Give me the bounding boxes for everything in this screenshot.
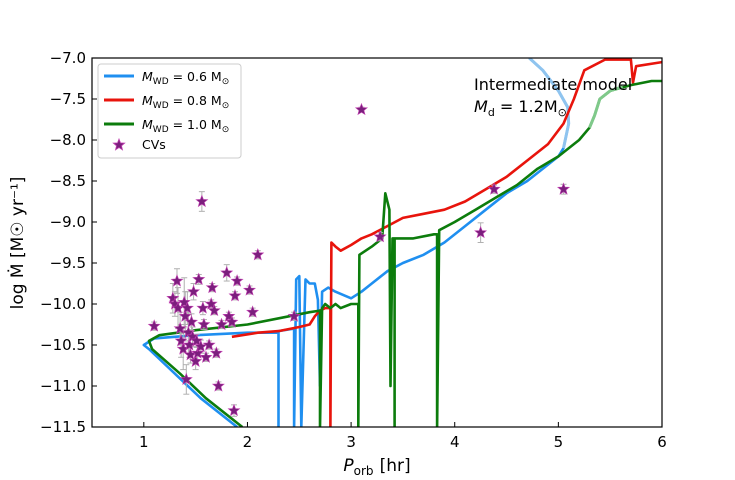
legend-label-wd10: MWD = 1.0 M⊙ bbox=[142, 117, 229, 135]
legend-item-wd10: MWD = 1.0 M⊙ bbox=[104, 117, 229, 135]
cv-point bbox=[228, 288, 242, 302]
legend-star-icon bbox=[112, 137, 126, 151]
y-axis-label: log Ṁ [M☉ yr⁻¹] bbox=[7, 177, 28, 310]
legend-item-wd08: MWD = 0.8 M⊙ bbox=[104, 93, 229, 111]
cv-point bbox=[373, 229, 387, 243]
cv-point bbox=[230, 274, 244, 287]
y-tick-label: −8.0 bbox=[50, 131, 86, 149]
annotation-sun-symbol: ⊙ bbox=[558, 106, 567, 119]
legend-box bbox=[97, 63, 242, 159]
y-tick-label: −9.0 bbox=[50, 213, 86, 231]
cv-point bbox=[196, 301, 210, 314]
x-tick-label: 3 bbox=[346, 433, 356, 451]
cv-point bbox=[204, 297, 218, 310]
cv-point bbox=[209, 346, 223, 359]
x-tick-label: 4 bbox=[450, 433, 460, 451]
cv-point bbox=[173, 321, 187, 335]
cv-point bbox=[354, 102, 368, 116]
x-axis-label: Porb [hr] bbox=[343, 456, 410, 478]
cv-point bbox=[170, 274, 184, 287]
series-line-wd06 bbox=[142, 58, 571, 427]
annotation-line2: Md = 1.2M⊙ bbox=[474, 97, 567, 119]
cv-point bbox=[180, 301, 194, 314]
cv-point bbox=[189, 354, 203, 367]
x-axis-label-unit: [hr] bbox=[380, 456, 411, 476]
y-tick-label: −9.5 bbox=[50, 254, 86, 272]
cv-point bbox=[211, 379, 225, 392]
legend-item-cvs: CVs bbox=[112, 137, 166, 152]
plot-frame bbox=[91, 57, 663, 428]
cv-point bbox=[191, 346, 205, 359]
x-axis-label-main: P bbox=[343, 456, 354, 476]
cv-point bbox=[243, 283, 256, 296]
y-tick-label: −10.5 bbox=[40, 336, 86, 354]
series-line-wd08 bbox=[231, 58, 662, 427]
cv-point bbox=[487, 182, 501, 195]
annotation-line1: Intermediate model bbox=[474, 75, 632, 94]
cv-point bbox=[222, 309, 236, 322]
cv-point bbox=[202, 338, 216, 351]
x-tick-label: 1 bbox=[139, 433, 149, 451]
x-tick-label: 2 bbox=[243, 433, 253, 451]
cv-point bbox=[246, 305, 260, 318]
cv-point bbox=[557, 182, 571, 195]
cv-point bbox=[287, 309, 301, 322]
cv-point bbox=[199, 350, 213, 363]
cv-point bbox=[192, 272, 206, 285]
x-tick-label: 6 bbox=[657, 433, 667, 451]
legend-label-wd06: MWD = 0.6 M⊙ bbox=[142, 69, 229, 87]
legend-item-wd06: MWD = 0.6 M⊙ bbox=[104, 69, 229, 87]
cv-point bbox=[197, 317, 211, 331]
x-tick-label: 5 bbox=[554, 433, 564, 451]
cv-point bbox=[190, 334, 204, 347]
cv-point bbox=[207, 303, 221, 317]
legend-label-cvs: CVs bbox=[142, 137, 166, 152]
cv-point bbox=[227, 403, 241, 417]
legend-label-wd08: MWD = 0.8 M⊙ bbox=[142, 93, 229, 111]
cv-point bbox=[195, 194, 209, 208]
y-tick-label: −8.5 bbox=[50, 172, 86, 190]
cv-point bbox=[474, 225, 488, 239]
scatter-layer bbox=[147, 102, 571, 417]
cv-point bbox=[178, 309, 192, 322]
cv-point bbox=[179, 372, 193, 385]
y-axis-ticks: −11.5 −11.0 −10.5 −10.0 −9.5 −9.0 −8.5 −8.0 −7.5… bbox=[40, 49, 97, 436]
x-axis-label-sub: orb bbox=[354, 464, 374, 478]
y-tick-label: −11.5 bbox=[40, 418, 86, 436]
y-tick-label: −11.0 bbox=[40, 377, 86, 395]
x-axis-ticks: 1 2 3 4 5 6 bbox=[139, 422, 667, 451]
annotation-mass-sub: d bbox=[488, 106, 495, 119]
annotation-mass-symbol: M bbox=[474, 97, 488, 116]
cv-point bbox=[205, 280, 219, 294]
cv-point bbox=[187, 284, 201, 298]
series-line-wd10-faded bbox=[588, 85, 624, 129]
legend: MWD = 0.6 M⊙ MWD = 0.8 M⊙ MWD = 1.0 M⊙ C… bbox=[97, 63, 242, 159]
cv-point bbox=[215, 317, 229, 331]
y-tick-label: −7.0 bbox=[50, 49, 86, 67]
y-tick-label: −10.0 bbox=[40, 295, 86, 313]
cv-point bbox=[147, 319, 161, 332]
cv-point bbox=[225, 315, 239, 328]
cv-point bbox=[220, 265, 234, 279]
series-line-wd06-faded bbox=[528, 58, 571, 149]
annotation-mass-value: = 1.2M bbox=[495, 97, 558, 116]
y-tick-label: −7.5 bbox=[50, 90, 86, 108]
cv-point bbox=[185, 315, 198, 328]
cv-point bbox=[251, 247, 265, 261]
